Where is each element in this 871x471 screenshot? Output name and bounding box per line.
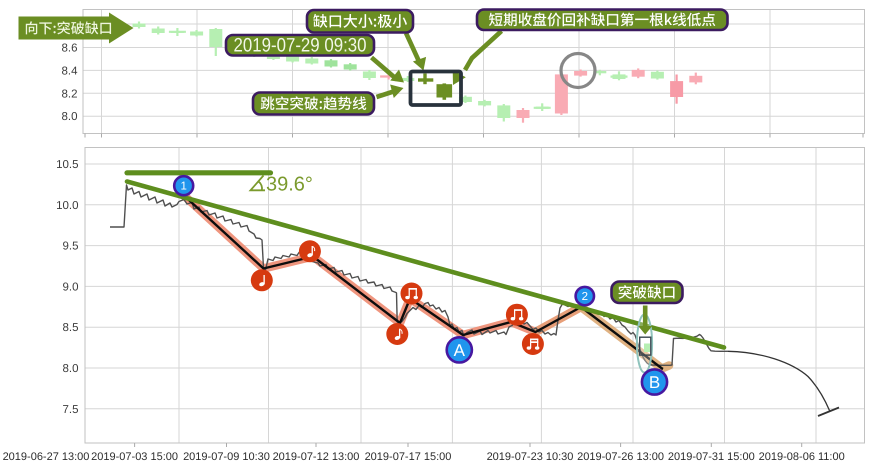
svg-text:8.5: 8.5 bbox=[63, 322, 79, 334]
svg-text:9.5: 9.5 bbox=[63, 241, 79, 253]
svg-text:8.6: 8.6 bbox=[62, 43, 78, 55]
svg-text:A: A bbox=[454, 341, 466, 360]
svg-text:B: B bbox=[649, 373, 660, 392]
svg-text:2019-07-23 10:30: 2019-07-23 10:30 bbox=[487, 451, 574, 463]
svg-text:2: 2 bbox=[582, 291, 588, 303]
svg-text:8.0: 8.0 bbox=[63, 363, 79, 375]
svg-text:2019-07-17 15:00: 2019-07-17 15:00 bbox=[365, 451, 452, 463]
svg-text:9.0: 9.0 bbox=[63, 281, 79, 293]
svg-text:2019-07-12 13:00: 2019-07-12 13:00 bbox=[273, 451, 360, 463]
svg-text:8.4: 8.4 bbox=[62, 65, 79, 77]
svg-text:2019-07-29 09:30: 2019-07-29 09:30 bbox=[234, 35, 367, 57]
svg-text:7.5: 7.5 bbox=[63, 404, 79, 416]
svg-text:2019-08-06 11:00: 2019-08-06 11:00 bbox=[759, 451, 845, 463]
svg-text:8.0: 8.0 bbox=[62, 111, 78, 123]
svg-text:2019-07-26 13:00: 2019-07-26 13:00 bbox=[577, 451, 664, 463]
svg-text:10.0: 10.0 bbox=[56, 200, 78, 212]
svg-text:10.5: 10.5 bbox=[56, 159, 78, 171]
svg-text:8.2: 8.2 bbox=[62, 88, 78, 100]
svg-text:2019-07-03 15:00: 2019-07-03 15:00 bbox=[91, 451, 178, 463]
svg-text:39.6°: 39.6° bbox=[266, 174, 313, 196]
svg-text:1: 1 bbox=[180, 181, 186, 193]
svg-text:2019-07-31 15:00: 2019-07-31 15:00 bbox=[668, 451, 755, 463]
svg-text:2019-06-27 13:00: 2019-06-27 13:00 bbox=[3, 451, 90, 463]
svg-text:2019-07-09 10:30: 2019-07-09 10:30 bbox=[183, 451, 270, 463]
